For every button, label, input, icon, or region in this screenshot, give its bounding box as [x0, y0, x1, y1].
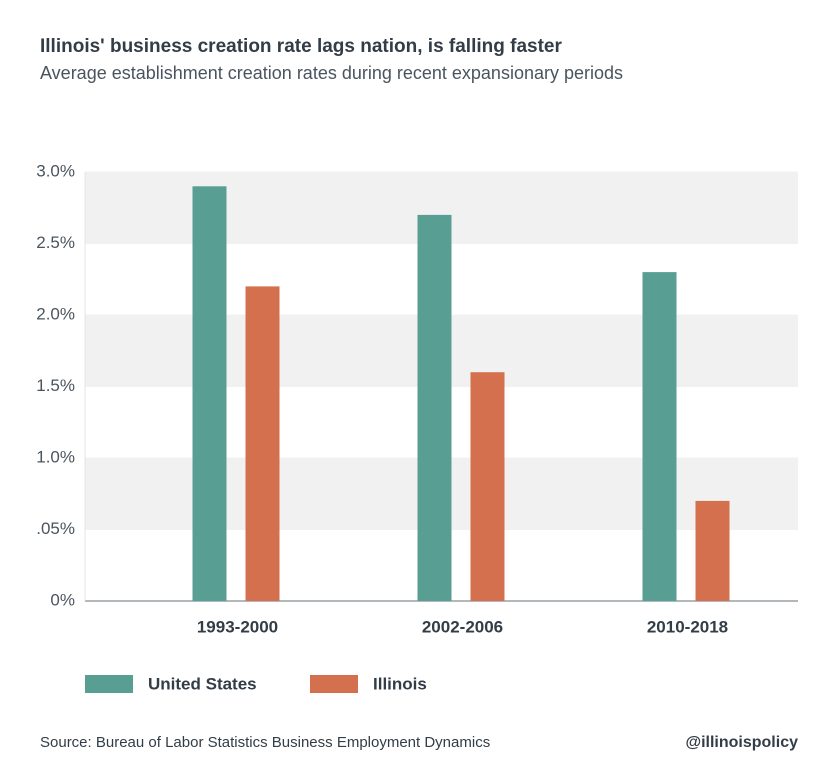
y-tick-label: 1.5% [36, 376, 75, 395]
source-note: Source: Bureau of Labor Statistics Busin… [40, 734, 490, 751]
y-tick-label: .05% [36, 519, 75, 538]
legend-swatch [85, 675, 133, 693]
bar [695, 500, 730, 601]
legend-label: United States [148, 674, 257, 693]
y-tick-label: 2.0% [36, 304, 75, 323]
y-tick-label: 0% [50, 590, 75, 609]
handle: @illinoispolicy [685, 734, 798, 751]
legend-swatch [310, 675, 358, 693]
x-tick-label: 2010-2018 [647, 617, 728, 636]
y-tick-label: 1.0% [36, 447, 75, 466]
bar [417, 214, 452, 601]
bar [192, 186, 227, 602]
bar [245, 286, 280, 601]
y-tick-label: 2.5% [36, 233, 75, 252]
chart-subtitle: Average establishment creation rates dur… [40, 63, 623, 83]
x-tick-label: 2002-2006 [422, 617, 503, 636]
legend-label: Illinois [373, 674, 427, 693]
y-tick-label: 3.0% [36, 161, 75, 180]
chart-title: Illinois' business creation rate lags na… [40, 36, 562, 57]
x-tick-label: 1993-2000 [197, 617, 278, 636]
bar [470, 372, 505, 601]
bar [642, 272, 677, 601]
